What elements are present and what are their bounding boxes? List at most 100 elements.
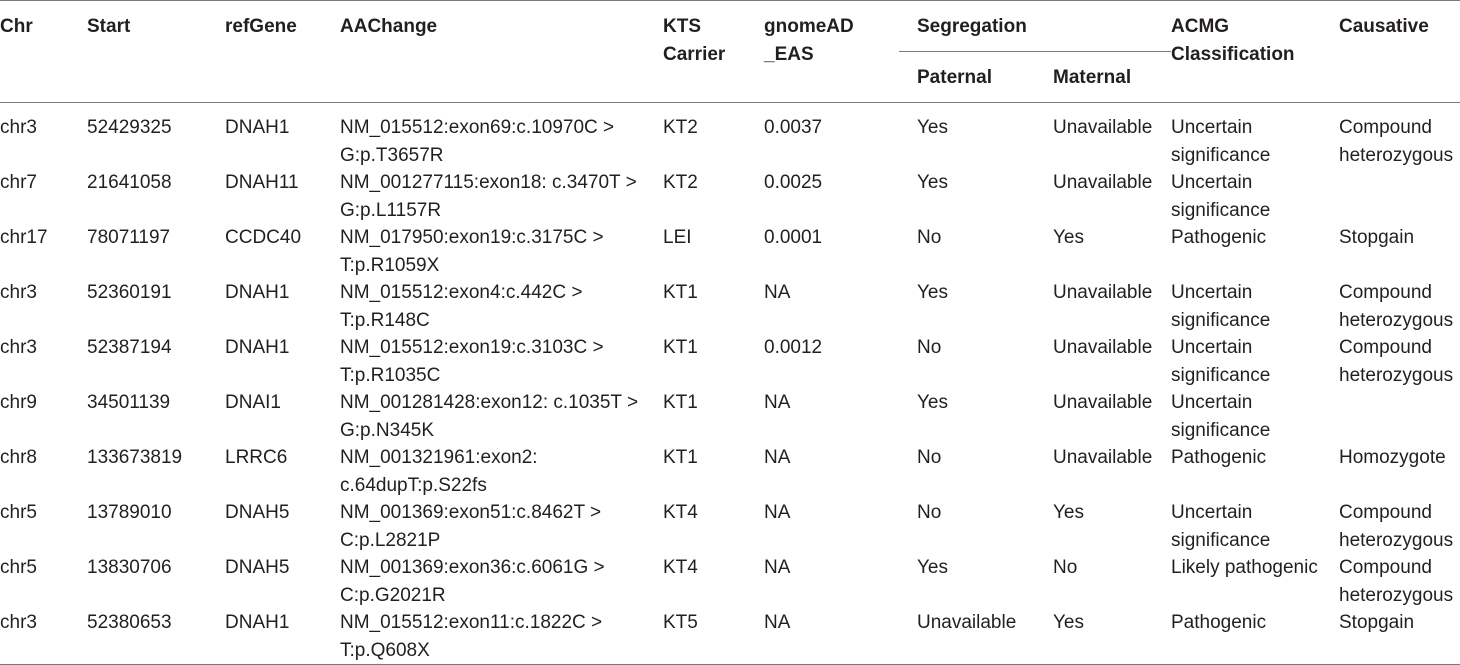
cell-start: 52360191 [87, 282, 172, 303]
cell-start: 13830706 [87, 557, 172, 578]
cell-maternal: No [1053, 557, 1078, 578]
cell-chr: chr7 [0, 172, 37, 193]
cell-aachange: NM_001321961:exon2: c.64dupT:p.S22fs [340, 447, 538, 496]
header-maternal-label: Maternal [1053, 67, 1132, 88]
header-segregation: Segregation [899, 0, 1171, 52]
cell-gnomead-eas: NA [764, 447, 791, 468]
cell-refgene: DNAI1 [225, 392, 281, 413]
cell-gnomead-eas: NA [764, 609, 899, 665]
cell-start: 133673819 [87, 447, 183, 468]
cell-start: 34501139 [87, 392, 171, 413]
cell-gnomead-eas: 0.0012 [764, 337, 823, 358]
cell-refgene: DNAH1 [225, 337, 290, 358]
cell-refgene: DNAH1 [225, 117, 290, 138]
cell-chr: chr3 [0, 282, 37, 303]
cell-refgene: DNAH5 [225, 502, 290, 523]
cell-start: 21641058 [87, 172, 172, 193]
table-row: chr5 13830706 DNAH5 NM_001369:exon36:c.6061… [0, 554, 1460, 609]
table-row: chr7 21641058 DNAH11 NM_001277115:exon18: c… [0, 169, 1460, 224]
cell-gnomead-eas: 0.0025 [764, 172, 823, 193]
cell-acmg: Uncertain significance [1171, 502, 1271, 551]
cell-paternal: Yes [917, 392, 948, 413]
cell-causative: Homozygote [1339, 447, 1446, 468]
cell-acmg: Uncertain significance [1171, 337, 1271, 386]
cell-kts-carrier: KT1 [663, 282, 698, 303]
cell-causative [1339, 389, 1460, 444]
cell-paternal: Yes [917, 282, 948, 303]
cell-maternal: Unavailable [1053, 172, 1153, 193]
cell-refgene: DNAH5 [225, 557, 290, 578]
header-causative: Causative [1339, 0, 1460, 103]
cell-maternal: Unavailable [1053, 282, 1153, 303]
cell-maternal: Yes [1053, 502, 1084, 523]
cell-acmg: Uncertain significance [1171, 172, 1271, 221]
cell-acmg: Likely pathogenic [1171, 557, 1318, 578]
cell-start: 13789010 [87, 502, 172, 523]
table-body: chr3 52429325 DNAH1 NM_015512:exon69:c.1097… [0, 103, 1460, 665]
cell-paternal: No [917, 447, 942, 468]
cell-refgene: DNAH11 [225, 172, 299, 193]
cell-refgene: DNAH1 [225, 282, 290, 303]
table-row: chr5 13789010 DNAH5 NM_001369:exon51:c.8462… [0, 499, 1460, 554]
table-row: chr3 52360191 DNAH1 NM_015512:exon4:c.442C … [0, 279, 1460, 334]
header-chr: Chr [0, 0, 87, 103]
cell-causative: Compound heterozygous [1339, 337, 1454, 386]
cell-kts-carrier: KT4 [663, 557, 698, 578]
cell-aachange: NM_015512:exon11:c.1822C > T:p.Q608X [340, 609, 663, 665]
cell-chr: chr3 [0, 117, 37, 138]
cell-acmg: Pathogenic [1171, 227, 1267, 248]
cell-paternal: Yes [917, 172, 948, 193]
table-header: Chr Start refGene AAChange KTS Carrier g… [0, 0, 1460, 103]
cell-causative: Compound heterozygous [1339, 557, 1454, 606]
cell-chr: chr17 [0, 227, 48, 248]
cell-acmg: Pathogenic [1171, 447, 1267, 468]
cell-aachange: NM_001277115:exon18: c.3470T > G:p.L1157… [340, 172, 637, 221]
header-paternal-label: Paternal [917, 67, 992, 88]
cell-causative: Stopgain [1339, 609, 1460, 665]
cell-maternal: Yes [1053, 227, 1084, 248]
cell-gnomead-eas: NA [764, 502, 791, 523]
header-paternal: Paternal [899, 51, 1035, 103]
header-refgene: refGene [225, 0, 340, 103]
cell-causative: Compound heterozygous [1339, 502, 1454, 551]
cell-aachange: NM_001281428:exon12: c.1035T > G:p.N345K [340, 392, 639, 441]
cell-maternal: Unavailable [1053, 337, 1153, 358]
cell-refgene: DNAH1 [225, 609, 340, 665]
cell-causative: Compound heterozygous [1339, 117, 1454, 166]
cell-kts-carrier: KT2 [663, 172, 698, 193]
header-maternal: Maternal [1035, 51, 1171, 103]
cell-kts-carrier: KT2 [663, 117, 698, 138]
cell-causative: Compound heterozygous [1339, 282, 1454, 331]
header-start: Start [87, 0, 225, 103]
cell-paternal: Unavailable [899, 609, 1035, 665]
table-row: chr17 78071197 CCDC40 NM_017950:exon19:c.31… [0, 224, 1460, 279]
cell-kts-carrier: KT4 [663, 502, 698, 523]
cell-aachange: NM_015512:exon19:c.3103C > T:p.R1035C [340, 337, 604, 386]
cell-start: 52380653 [87, 609, 225, 665]
cell-start: 78071197 [87, 227, 171, 248]
cell-start: 52429325 [87, 117, 172, 138]
cell-aachange: NM_001369:exon36:c.6061G > C:p.G2021R [340, 557, 605, 606]
header-gnomead-eas: gnomeAD _EAS [764, 0, 899, 103]
cell-maternal: Yes [1035, 609, 1171, 665]
cell-kts-carrier: KT1 [663, 447, 698, 468]
cell-gnomead-eas: 0.0037 [764, 117, 823, 138]
cell-kts-carrier: KT1 [663, 337, 698, 358]
cell-refgene: LRRC6 [225, 447, 288, 468]
cell-gnomead-eas: NA [764, 557, 791, 578]
cell-maternal: Unavailable [1053, 392, 1153, 413]
cell-gnomead-eas: NA [764, 282, 791, 303]
cell-gnomead-eas: NA [764, 392, 791, 413]
table-row: chr8 133673819 LRRC6 NM_001321961:exon2: c.… [0, 444, 1460, 499]
cell-causative: Stopgain [1339, 227, 1415, 248]
cell-aachange: NM_015512:exon4:c.442C > T:p.R148C [340, 282, 583, 331]
cell-paternal: Yes [917, 117, 948, 138]
cell-acmg: Uncertain significance [1171, 282, 1271, 331]
table-row: chr9 34501139 DNAI1 NM_001281428:exon12: c.… [0, 389, 1460, 444]
cell-aachange: NM_015512:exon69:c.10970C > G:p.T3657R [340, 117, 615, 166]
table-row: chr3 52380653 DNAH1 NM_015512:exon11:c.1822… [0, 609, 1460, 665]
header-aachange: AAChange [340, 0, 663, 103]
cell-paternal: No [917, 337, 942, 358]
cell-kts-carrier: KT1 [663, 392, 698, 413]
